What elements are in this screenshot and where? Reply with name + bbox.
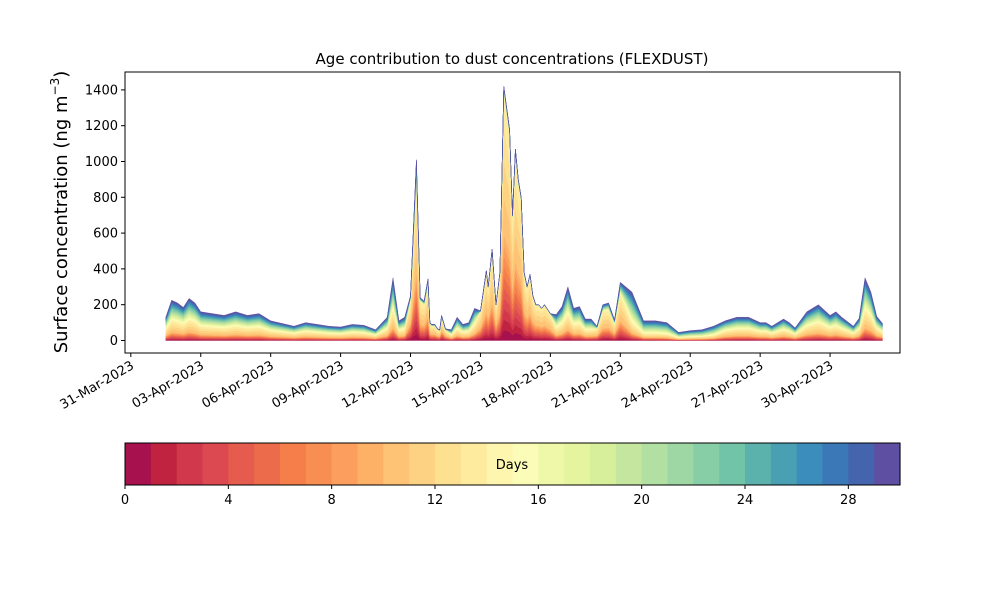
colorbar-tick-label: 0 <box>121 493 129 508</box>
colorbar-swatch <box>719 443 746 485</box>
x-tick-label: 06-Apr-2023 <box>200 358 277 411</box>
x-tick-label: 27-Apr-2023 <box>689 358 766 411</box>
colorbar-swatch <box>486 443 514 485</box>
colorbar-swatch <box>228 443 255 485</box>
y-tick-label: 600 <box>93 227 118 242</box>
colorbar-swatch <box>667 443 694 485</box>
colorbar-swatch <box>357 443 384 485</box>
x-tick-label: 18-Apr-2023 <box>479 358 556 411</box>
colorbar-tick-label: 28 <box>840 493 857 508</box>
colorbar-swatch <box>615 443 643 485</box>
colorbar-swatch <box>590 443 617 485</box>
stacked-areas <box>165 86 883 341</box>
colorbar-label: Days <box>496 458 529 473</box>
colorbar-frame <box>124 442 901 486</box>
plot-frame <box>124 71 901 354</box>
x-tick-label: 03-Apr-2023 <box>130 358 207 411</box>
y-tick-label: 200 <box>93 298 118 313</box>
colorbar <box>125 443 901 485</box>
y-axis-label: Surface concentration (ng m−3) <box>48 71 72 354</box>
x-tick-label: 31-Mar-2023 <box>58 358 137 412</box>
colorbar-swatch <box>512 443 539 485</box>
colorbar-swatch <box>796 443 824 485</box>
colorbar-tick-label: 20 <box>633 493 650 508</box>
colorbar-tick-label: 8 <box>328 493 336 508</box>
colorbar-swatch <box>254 443 281 485</box>
colorbar-swatch <box>693 443 720 485</box>
y-axis-label-exponent: −3 <box>48 78 62 96</box>
y-axis-label-close: ) <box>51 71 72 78</box>
colorbar-swatch <box>176 443 204 485</box>
colorbar-swatch <box>822 443 849 485</box>
colorbar-swatch <box>331 443 359 485</box>
colorbar-tick-label: 12 <box>427 493 444 508</box>
age-band-29 <box>165 86 883 333</box>
colorbar-swatch <box>874 443 901 485</box>
x-tick-label: 21-Apr-2023 <box>549 358 626 411</box>
y-tick-label: 400 <box>93 262 118 277</box>
colorbar-swatch <box>538 443 565 485</box>
colorbar-swatch <box>564 443 591 485</box>
x-tick-label: 15-Apr-2023 <box>409 358 486 411</box>
colorbar-tick-label: 16 <box>530 493 547 508</box>
colorbar-tick-label: 4 <box>224 493 232 508</box>
colorbar-swatch <box>202 443 229 485</box>
y-axis: 0 200 400 600 800 1000 1200 1400 <box>85 83 125 349</box>
x-tick-label: 30-Apr-2023 <box>759 358 836 411</box>
y-tick-label: 1400 <box>85 83 118 98</box>
colorbar-swatch <box>435 443 462 485</box>
colorbar-swatch <box>383 443 410 485</box>
colorbar-swatch <box>280 443 307 485</box>
colorbar-swatch <box>305 443 333 485</box>
colorbar-swatch <box>770 443 798 485</box>
y-tick-label: 1200 <box>85 119 118 134</box>
colorbar-swatch <box>150 443 178 485</box>
colorbar-swatch <box>848 443 875 485</box>
colorbar-swatch <box>460 443 488 485</box>
x-tick-label: 24-Apr-2023 <box>619 358 696 411</box>
colorbar-swatch <box>641 443 669 485</box>
x-tick-label: 12-Apr-2023 <box>339 358 416 411</box>
chart-title: Age contribution to dust concentrations … <box>316 50 709 68</box>
x-axis: 31-Mar-202303-Apr-202306-Apr-202309-Apr-… <box>58 353 836 413</box>
y-tick-label: 1000 <box>85 155 118 170</box>
y-tick-label: 800 <box>93 191 118 206</box>
colorbar-ticks: 0 4 8 12 16 20 24 28 <box>121 485 857 508</box>
y-axis-label-text: Surface concentration (ng m <box>51 95 72 353</box>
x-tick-label: 09-Apr-2023 <box>269 358 346 411</box>
colorbar-tick-label: 24 <box>737 493 754 508</box>
colorbar-swatch <box>745 443 772 485</box>
y-tick-label: 0 <box>110 334 118 349</box>
colorbar-swatch <box>409 443 436 485</box>
colorbar-swatch <box>125 443 152 485</box>
